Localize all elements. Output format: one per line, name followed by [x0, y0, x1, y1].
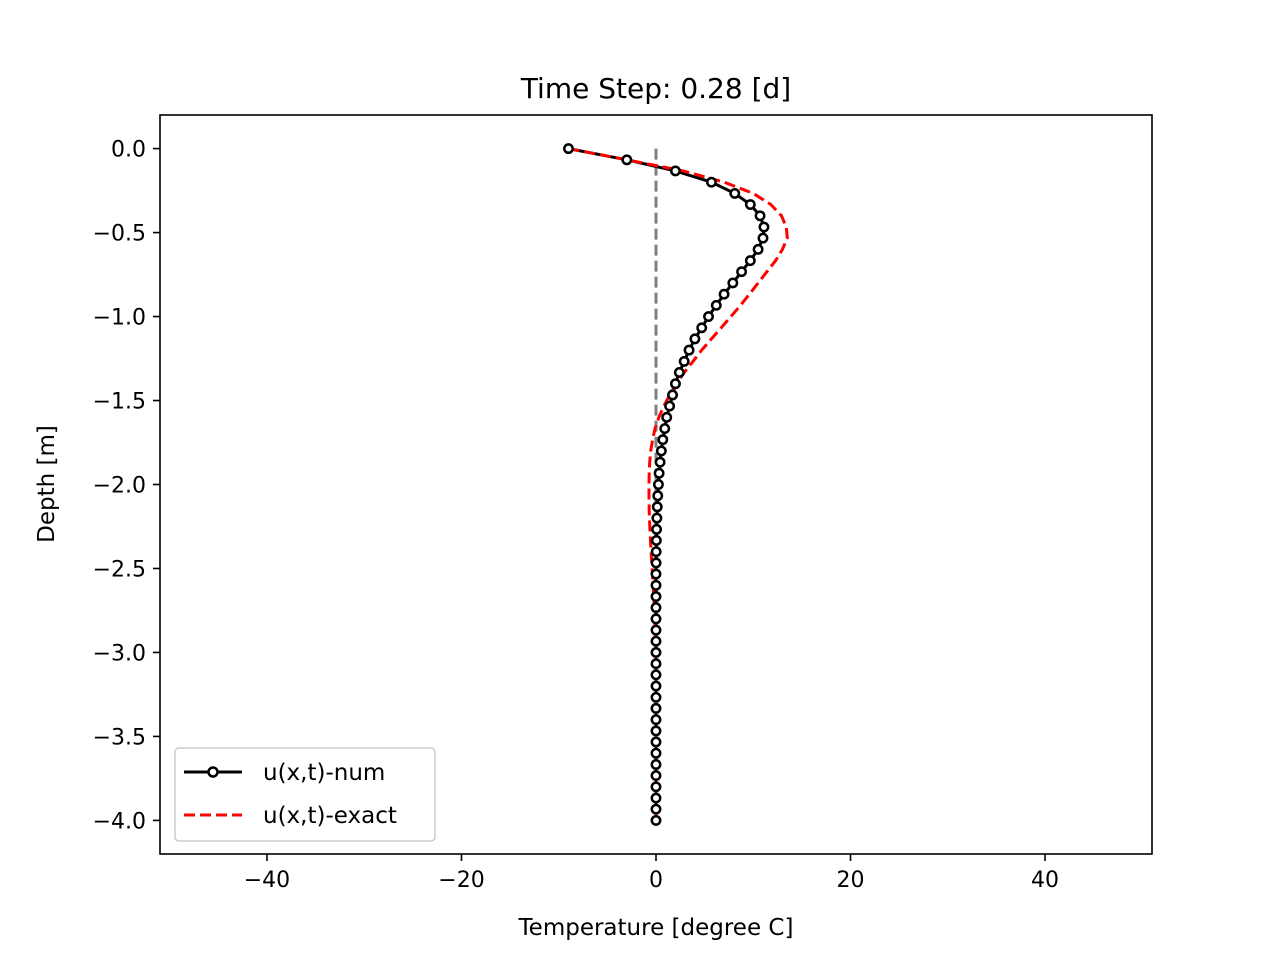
legend-exact-label: u(x,t)-exact: [263, 803, 397, 829]
data-point-numerical: [650, 591, 662, 602]
data-point-numerical: [729, 187, 741, 199]
data-point-numerical: [650, 702, 662, 714]
data-point-numerical: [689, 333, 701, 345]
data-point-numerical: [650, 624, 662, 636]
y-axis: 0.0 −0.5 −1.0 −1.5 −2.0 −2.5 −3.0 −3.5 −4.0: [93, 138, 160, 834]
data-point-numerical: [563, 143, 574, 155]
data-point-numerical: [670, 165, 681, 177]
data-point-numerical: [650, 613, 662, 625]
data-point-numerical: [650, 747, 662, 759]
y-tick-label: −3.5: [93, 725, 146, 750]
data-point-numerical: [652, 490, 664, 502]
data-point-numerical: [650, 814, 662, 826]
data-point-numerical: [650, 546, 662, 558]
data-point-numerical: [650, 691, 662, 703]
data-point-numerical: [683, 344, 695, 356]
data-point-numerical: [696, 322, 708, 334]
series-line-exact: [568, 147, 789, 821]
data-point-numerical: [659, 423, 671, 435]
y-tick-label: −1.0: [93, 306, 146, 331]
data-point-numerical: [651, 501, 663, 513]
x-tick-label: 0: [649, 868, 663, 893]
data-point-numerical: [650, 725, 662, 737]
data-point-numerical: [651, 512, 663, 524]
data-point-numerical: [703, 311, 714, 322]
x-tick-label: 40: [1031, 868, 1059, 893]
x-tick-label: 20: [837, 868, 865, 893]
data-point-numerical: [736, 266, 748, 278]
legend: u(x,t)-num u(x,t)-exact: [174, 747, 436, 842]
data-point-numerical: [650, 770, 662, 782]
plot-content: [563, 143, 789, 826]
data-point-numerical: [650, 669, 662, 681]
data-point-numerical: [650, 658, 662, 670]
data-point-numerical: [650, 568, 662, 580]
data-point-numerical: [678, 355, 690, 367]
data-point-numerical: [727, 277, 739, 289]
data-point-numerical: [650, 635, 662, 647]
data-point-numerical: [650, 647, 662, 658]
data-point-numerical: [650, 803, 662, 815]
y-tick-label: −1.5: [93, 390, 146, 415]
legend-num-marker: [207, 766, 219, 778]
x-axis: −40 −20 0 20 40: [244, 854, 1059, 893]
data-point-numerical: [654, 456, 666, 468]
data-point-numerical: [667, 389, 678, 401]
data-point-numerical: [758, 221, 770, 233]
legend-num-label: u(x,t)-num: [263, 760, 385, 786]
data-point-numerical: [653, 467, 665, 479]
data-point-numerical: [621, 154, 633, 166]
data-point-numerical: [657, 434, 669, 446]
y-tick-label: −3.0: [93, 641, 146, 666]
x-tick-label: −40: [244, 868, 290, 893]
data-point-numerical: [650, 781, 662, 793]
y-tick-label: −2.5: [93, 557, 146, 582]
data-point-numerical: [650, 736, 662, 748]
data-point-numerical: [752, 243, 764, 255]
data-point-numerical: [650, 680, 662, 692]
data-point-numerical: [757, 232, 769, 244]
data-point-numerical: [710, 299, 722, 311]
data-point-numerical: [650, 714, 662, 726]
data-point-numerical: [744, 255, 756, 267]
data-point-numerical: [664, 400, 676, 412]
data-point-numerical: [651, 523, 663, 535]
data-point-numerical: [718, 288, 730, 300]
data-point-numerical: [652, 479, 664, 490]
y-tick-label: −2.0: [93, 474, 146, 499]
data-point-numerical: [650, 602, 662, 614]
chart-title: Time Step: 0.28 [d]: [520, 72, 791, 105]
data-point-numerical: [705, 176, 717, 188]
data-point-numerical: [650, 579, 662, 591]
y-tick-label: −0.5: [93, 222, 146, 247]
y-tick-label: 0.0: [111, 138, 146, 163]
x-tick-label: −20: [438, 868, 484, 893]
data-point-numerical: [661, 411, 673, 423]
data-point-numerical: [670, 378, 681, 390]
data-point-numerical: [650, 534, 662, 546]
data-point-numerical: [754, 210, 766, 222]
y-tick-label: −4.0: [93, 809, 146, 834]
data-point-numerical: [650, 759, 662, 770]
data-point-numerical: [655, 445, 667, 457]
data-point-numerical: [673, 367, 685, 378]
data-point-numerical: [650, 792, 662, 804]
x-axis-label: Temperature [degree C]: [518, 915, 794, 941]
data-point-numerical: [650, 557, 662, 569]
data-point-numerical: [744, 199, 756, 210]
y-axis-label: Depth [m]: [34, 425, 60, 543]
